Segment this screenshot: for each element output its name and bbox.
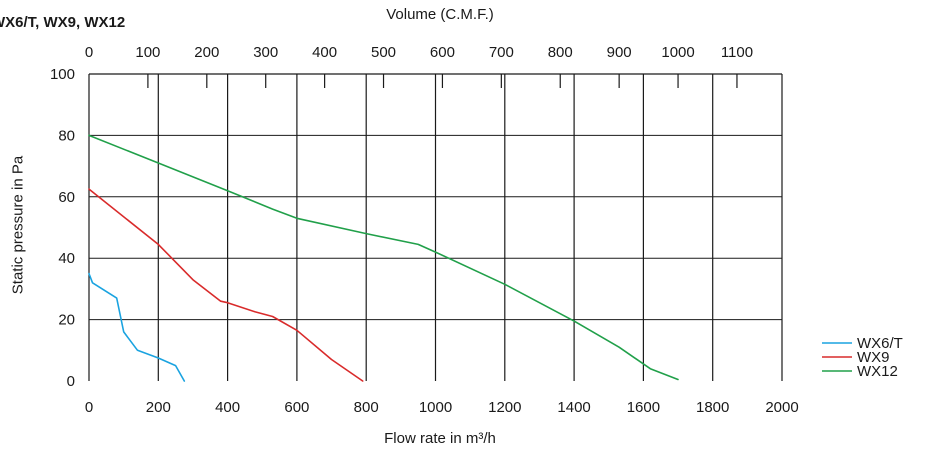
top-tick-label: 600 [430,44,455,61]
series-line-wx12 [88,134,679,381]
y-tick-label: 60 [58,189,75,206]
chart-title: WX6/T, WX9, WX12 [0,14,126,31]
top-tick-label: 900 [607,44,632,61]
y-tick-label: 100 [50,66,75,83]
top-tick-label: 200 [194,44,219,61]
legend-label: WX12 [857,363,898,380]
top-tick-label: 0 [85,44,93,61]
y-tick-label: 20 [58,312,75,329]
top-tick-label: 400 [312,44,337,61]
top-tick-label: 1100 [721,44,753,61]
top-tick-label: 300 [253,44,278,61]
x-axis-label: Flow rate in m³/h [384,430,496,447]
y-tick-label: 80 [58,127,75,144]
x-tick-label: 1200 [488,399,521,416]
x-tick-label: 200 [146,399,171,416]
top-tick-label: 700 [489,44,514,61]
x-tick-label: 2000 [765,399,798,416]
x-tick-label: 800 [354,399,379,416]
x-tick-label: 400 [215,399,240,416]
series-line-wx6-t [88,272,186,382]
top-tick-label: 1000 [661,44,694,61]
top-axis-label: Volume (C.M.F.) [386,6,494,23]
x-tick-label: 0 [85,399,93,416]
x-tick-label: 1800 [696,399,729,416]
x-tick-label: 1000 [419,399,452,416]
x-tick-label: 1400 [557,399,590,416]
top-tick-label: 100 [135,44,160,61]
y-tick-label: 40 [58,250,75,267]
y-tick-label: 0 [67,373,75,390]
x-tick-label: 1600 [627,399,660,416]
legend-label: WX6/T [857,335,903,352]
series-line-wx9 [88,188,364,382]
top-tick-label: 500 [371,44,396,61]
legend-label: WX9 [857,349,890,366]
x-tick-label: 600 [284,399,309,416]
top-tick-label: 800 [548,44,573,61]
